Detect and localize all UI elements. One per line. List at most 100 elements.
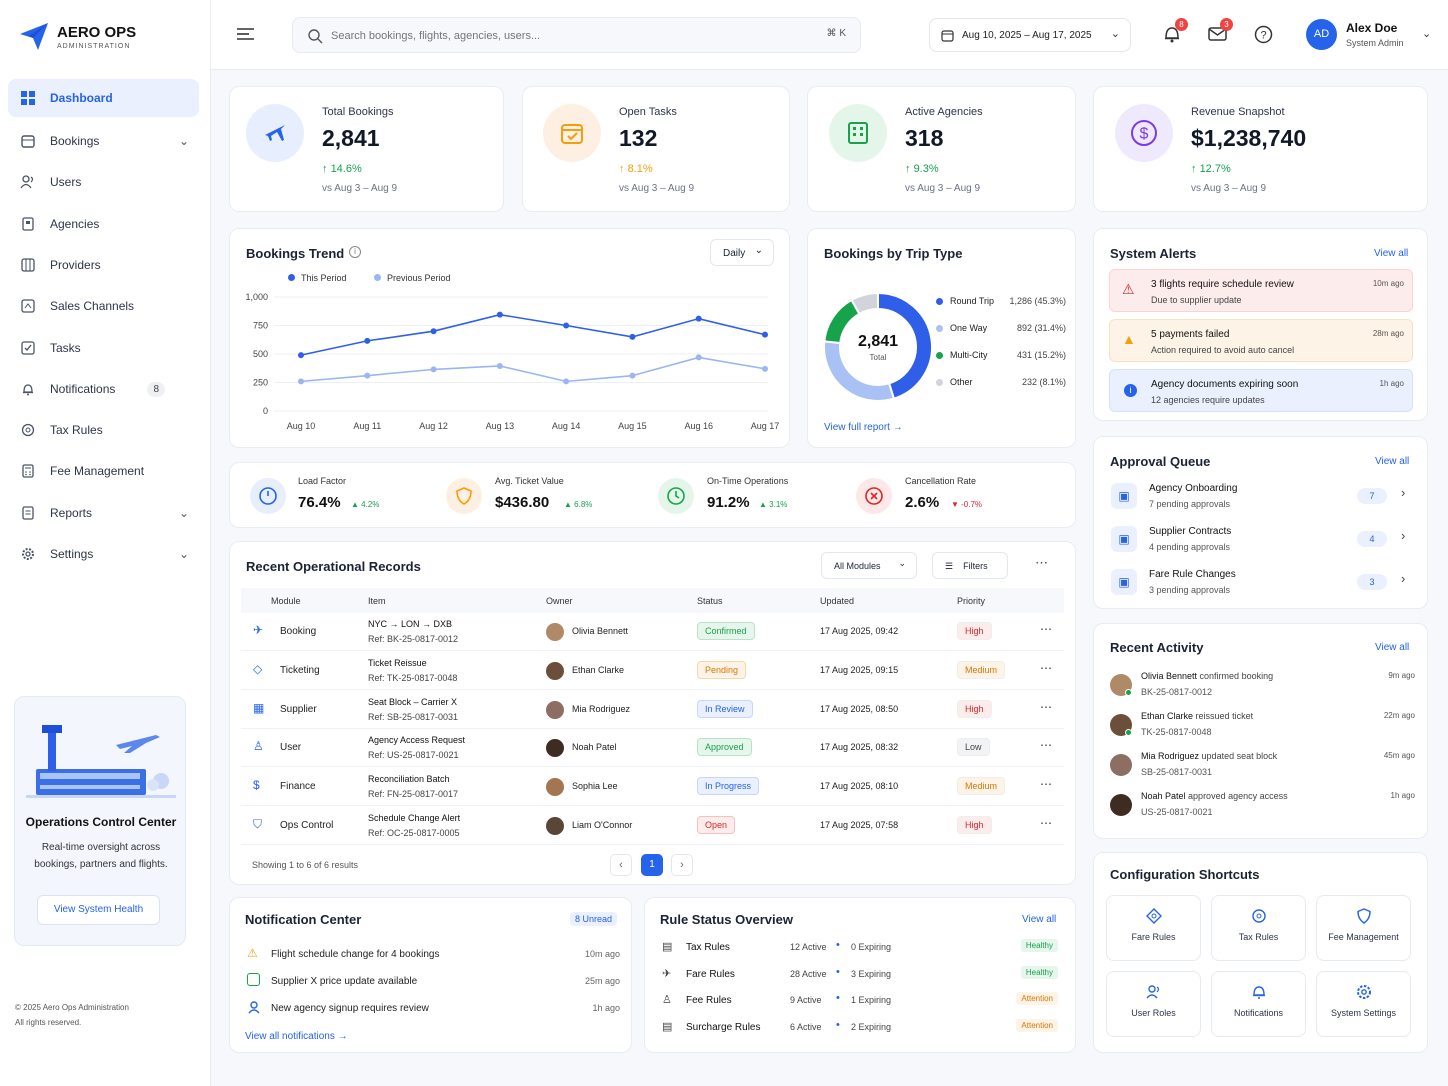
- date-range-picker[interactable]: Aug 10, 2025 – Aug 17, 2025 ⌄: [929, 18, 1131, 52]
- channels-icon: [20, 298, 36, 314]
- sidebar-item-providers[interactable]: Providers: [8, 246, 199, 284]
- row-more-options-icon[interactable]: ⋯: [1040, 660, 1052, 675]
- shortcut-notifications[interactable]: Notifications: [1211, 971, 1306, 1037]
- approval-item[interactable]: ▣ Fare Rule Changes 3 pending approvals 3 ›: [1109, 565, 1414, 601]
- supplier-contracts-icon: ▣: [1111, 526, 1137, 552]
- module-filter-dropdown[interactable]: All Modules ⌄: [821, 552, 917, 579]
- data-point[interactable]: [762, 331, 768, 338]
- view-full-report-link[interactable]: View full report →: [824, 422, 903, 433]
- kpi-card-active-agencies[interactable]: Active Agencies 318 ↑ 9.3% vs Aug 3 – Au…: [807, 86, 1076, 212]
- activity-item[interactable]: Ethan Clarke reissued ticket TK-25-0817-0…: [1110, 708, 1415, 744]
- shortcut-user-roles[interactable]: User Roles: [1106, 971, 1201, 1037]
- alert-item[interactable]: ⚠ 3 flights require schedule review Due …: [1109, 269, 1413, 312]
- data-point[interactable]: [430, 366, 437, 373]
- activity-view-all-link[interactable]: View all: [1375, 642, 1410, 653]
- alert-time: 10m ago: [1372, 279, 1404, 288]
- sidebar-item-bookings[interactable]: Bookings ⌄: [8, 122, 199, 160]
- sidebar-item-reports[interactable]: Reports ⌄: [8, 494, 199, 532]
- notification-item[interactable]: ⚠ Flight schedule change for 4 bookings …: [245, 946, 620, 964]
- alert-item[interactable]: ▲ 5 payments failed Action required to a…: [1109, 319, 1413, 362]
- data-point[interactable]: [364, 337, 371, 344]
- shortcut-fee-management[interactable]: Fee Management: [1316, 895, 1411, 961]
- sidebar-item-users[interactable]: Users: [8, 163, 199, 201]
- page-1-button[interactable]: 1: [641, 854, 663, 876]
- shortcut-fare-rules[interactable]: Fare Rules: [1106, 895, 1201, 961]
- rule-row[interactable]: ✈ Fare Rules 28 Active • 3 Expiring Healthy: [660, 965, 1060, 987]
- search-bar[interactable]: ⌘ K: [292, 17, 861, 53]
- alerts-view-all-link[interactable]: View all: [1374, 248, 1409, 259]
- data-point[interactable]: [298, 352, 304, 359]
- legend-item: One Way 892 (31.4%): [936, 322, 1066, 336]
- sidebar-item-agencies[interactable]: Agencies: [8, 205, 199, 243]
- view-system-health-button[interactable]: View System Health: [37, 895, 160, 925]
- data-point[interactable]: [695, 354, 702, 361]
- row-more-options-icon[interactable]: ⋯: [1040, 738, 1052, 753]
- trend-period-dropdown[interactable]: Daily ⌄: [710, 239, 774, 266]
- sidebar-item-settings[interactable]: Settings ⌄: [8, 535, 199, 573]
- footer-rights: All rights reserved.: [15, 1018, 82, 1027]
- filters-button[interactable]: ☰ Filters: [932, 552, 1008, 579]
- user-menu-chevron-icon[interactable]: ⌄: [1422, 28, 1432, 40]
- rule-row[interactable]: ▤ Tax Rules 12 Active • 0 Expiring Healthy: [660, 938, 1060, 960]
- rule-row[interactable]: ♙ Fee Rules 9 Active • 1 Expiring Attention: [660, 991, 1060, 1013]
- alert-item[interactable]: i Agency documents expiring soon 12 agen…: [1109, 369, 1413, 412]
- view-all-notifications-link[interactable]: View all notifications →: [245, 1031, 348, 1042]
- sidebar-item-notifications[interactable]: Notifications 8: [8, 370, 199, 408]
- sidebar-item-tax-rules[interactable]: Tax Rules: [8, 411, 199, 449]
- rules-view-all-link[interactable]: View all: [1022, 914, 1057, 925]
- chevron-right-icon[interactable]: ›: [1401, 528, 1406, 543]
- activity-item[interactable]: Noah Patel approved agency access US-25-0…: [1110, 788, 1415, 824]
- table-row[interactable]: ✈ Booking NYC → LON → DXB Ref: BK-25-0817-0…: [241, 613, 1064, 651]
- sidebar-item-dashboard[interactable]: Dashboard: [8, 79, 199, 117]
- notification-item[interactable]: New agency signup requires review 1h ago: [245, 1000, 620, 1018]
- kpi-card-revenue[interactable]: $ Revenue Snapshot $1,238,740 ↑ 12.7% vs…: [1093, 86, 1428, 212]
- data-point[interactable]: [629, 333, 636, 340]
- sidebar-item-fee-management[interactable]: Fee Management: [8, 452, 199, 490]
- data-point[interactable]: [364, 372, 371, 379]
- activity-item[interactable]: Olivia Bennett confirmed booking BK-25-08…: [1110, 668, 1415, 704]
- data-point[interactable]: [695, 315, 702, 322]
- table-row[interactable]: ⛉ Ops Control Schedule Change Alert Ref: OC…: [241, 807, 1064, 845]
- row-more-options-icon[interactable]: ⋯: [1040, 699, 1052, 714]
- data-point[interactable]: [496, 362, 503, 369]
- notifications-bell-button[interactable]: 8: [1162, 18, 1188, 47]
- data-point[interactable]: [496, 311, 503, 318]
- sidebar-item-tasks[interactable]: Tasks: [8, 329, 199, 367]
- data-point[interactable]: [762, 365, 768, 372]
- search-input[interactable]: [331, 26, 801, 46]
- kpi-card-total-bookings[interactable]: Total Bookings 2,841 ↑ 14.6% vs Aug 3 – …: [229, 86, 504, 212]
- chevron-right-icon[interactable]: ›: [1401, 485, 1406, 500]
- info-icon[interactable]: i: [349, 246, 361, 258]
- data-point[interactable]: [298, 378, 304, 385]
- shortcut-tax-rules[interactable]: Tax Rules: [1211, 895, 1306, 961]
- table-row[interactable]: $ Finance Reconciliation Batch Ref: FN-25-0…: [241, 768, 1064, 807]
- user-avatar[interactable]: AD: [1306, 19, 1337, 50]
- approval-item[interactable]: ▣ Supplier Contracts 4 pending approvals 4 ›: [1109, 522, 1414, 558]
- prev-page-button[interactable]: ‹: [610, 854, 632, 876]
- sidebar-item-sales-channels[interactable]: Sales Channels: [8, 287, 199, 325]
- approval-item[interactable]: ▣ Agency Onboarding 7 pending approvals 7 ›: [1109, 479, 1414, 515]
- table-row[interactable]: ▦ Supplier Seat Block – Carrier X Ref: SB-2…: [241, 691, 1064, 729]
- kpi-card-open-tasks[interactable]: Open Tasks 132 ↑ 8.1% vs Aug 3 – Aug 9: [522, 86, 790, 212]
- data-point[interactable]: [563, 322, 570, 329]
- row-more-options-icon[interactable]: ⋯: [1040, 622, 1052, 636]
- chevron-right-icon[interactable]: ›: [1401, 571, 1406, 586]
- row-more-options-icon[interactable]: ⋯: [1040, 816, 1052, 830]
- rule-row[interactable]: ▤ Surcharge Rules 6 Active • 2 Expiring Atten…: [660, 1018, 1060, 1040]
- hamburger-menu-icon[interactable]: [237, 27, 255, 44]
- data-point[interactable]: [563, 378, 570, 385]
- table-row[interactable]: ♙ User Agency Access Request Ref: US-25-081…: [241, 729, 1064, 768]
- data-point[interactable]: [430, 328, 437, 335]
- shortcut-system-settings[interactable]: System Settings: [1316, 971, 1411, 1037]
- table-row[interactable]: ◇ Ticketing Ticket Reissue Ref: TK-25-0817-…: [241, 652, 1064, 690]
- notification-item[interactable]: Supplier X price update available 25m ag…: [245, 973, 620, 991]
- data-point[interactable]: [629, 372, 636, 379]
- row-more-options-icon[interactable]: ⋯: [1040, 777, 1052, 792]
- approval-view-all-link[interactable]: View all: [1375, 456, 1410, 467]
- donut-slice[interactable]: [850, 291, 879, 316]
- activity-item[interactable]: Mia Rodriguez updated seat block SB-25-08…: [1110, 748, 1415, 784]
- messages-button[interactable]: 3: [1208, 18, 1233, 45]
- help-button[interactable]: ?: [1254, 25, 1273, 47]
- next-page-button[interactable]: ›: [671, 854, 693, 876]
- more-options-icon[interactable]: ⋯: [1035, 555, 1048, 570]
